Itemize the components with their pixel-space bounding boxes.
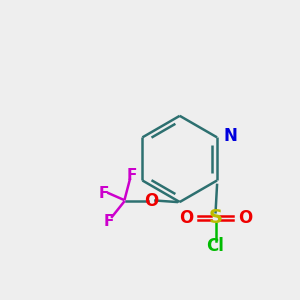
Text: S: S	[208, 208, 223, 227]
Text: O: O	[144, 191, 159, 209]
Text: F: F	[103, 214, 114, 229]
Text: F: F	[127, 168, 137, 183]
Text: Cl: Cl	[207, 237, 224, 255]
Text: F: F	[99, 186, 109, 201]
Text: N: N	[224, 127, 238, 145]
Text: O: O	[238, 208, 252, 226]
Text: O: O	[179, 208, 193, 226]
